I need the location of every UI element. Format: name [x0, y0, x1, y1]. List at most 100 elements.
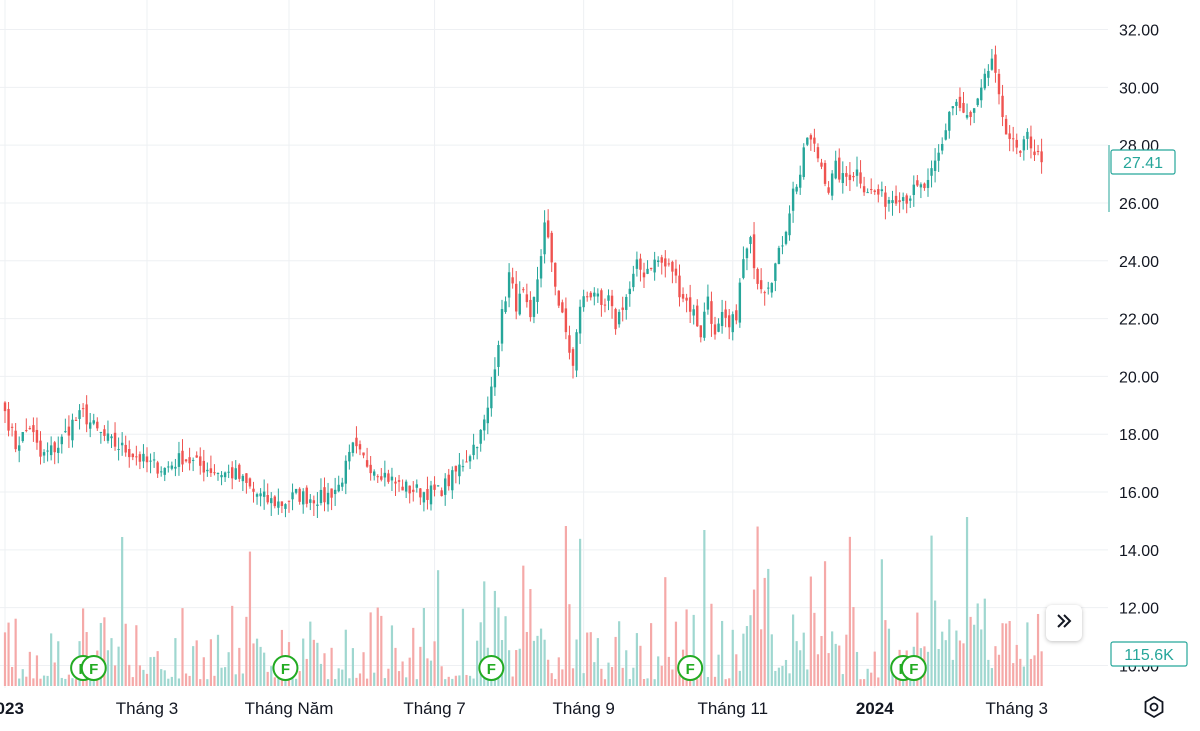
price-axis[interactable]: 10.0012.0014.0016.0018.0020.0022.0024.00…: [1119, 23, 1159, 676]
volume-bar: [635, 633, 638, 686]
volume-bar: [128, 664, 131, 686]
volume-bar: [369, 612, 372, 686]
volume-bar: [401, 661, 404, 686]
candle-body: [848, 174, 852, 181]
candle-body: [504, 301, 507, 313]
event-markers[interactable]: FFFFFFF: [70, 655, 927, 681]
candle-body: [518, 293, 521, 315]
volume-bar: [135, 625, 138, 686]
event-marker[interactable]: F: [478, 655, 505, 681]
candle-body: [941, 143, 944, 151]
volume-bar: [525, 631, 528, 686]
volume-bar: [472, 678, 475, 686]
candle-body: [160, 471, 163, 473]
event-marker-circle: [478, 655, 505, 681]
candle-body: [653, 259, 656, 273]
candle-body: [724, 309, 727, 318]
volume-bar: [351, 648, 354, 686]
volume-bar: [1022, 666, 1025, 686]
candle-body: [89, 422, 92, 429]
candle-body: [909, 198, 912, 201]
time-axis[interactable]: 2023 Tháng 3 Tháng Năm Tháng 7 Tháng 9 Tháng …: [0, 699, 1048, 718]
event-marker-label: F: [686, 661, 695, 678]
event-marker[interactable]: F: [677, 655, 704, 681]
candle-body: [866, 192, 869, 194]
volume-bar: [564, 526, 567, 686]
candle-body: [855, 169, 859, 176]
volume-bar: [170, 676, 173, 686]
candle-body: [546, 220, 550, 238]
candle-body: [78, 410, 81, 419]
candle-body: [976, 98, 979, 106]
volume-bar: [976, 603, 979, 686]
volume-bar: [408, 657, 411, 686]
volume-bar: [511, 676, 514, 686]
volume-bar: [458, 675, 461, 686]
volume-bar: [405, 677, 408, 686]
candle-body: [184, 459, 188, 462]
candle-body: [575, 332, 578, 371]
candle-body: [667, 263, 671, 265]
candle-body: [539, 256, 543, 279]
volume-bar: [529, 589, 532, 686]
candle-body: [493, 369, 497, 388]
volume-bar: [600, 668, 603, 686]
volume-bar: [848, 536, 851, 686]
candle-body: [813, 137, 816, 144]
event-marker[interactable]: F: [80, 655, 107, 681]
volume-bar: [376, 607, 379, 686]
candle-body: [834, 160, 837, 179]
volume-bar: [625, 650, 628, 686]
last-volume-label: 115.6K: [1124, 647, 1174, 664]
volume-bar: [174, 638, 177, 686]
candle-body: [610, 295, 614, 307]
candle-body: [213, 472, 216, 474]
candle-body: [752, 234, 756, 269]
volume-bar: [57, 641, 60, 686]
volume-bar: [7, 622, 10, 686]
candle-body: [128, 449, 131, 458]
volume-bar: [738, 670, 741, 686]
event-marker[interactable]: F: [900, 655, 927, 681]
price-tick-label: 30.00: [1119, 80, 1159, 97]
volume-bar: [855, 651, 859, 686]
volume-bar: [859, 679, 862, 686]
candle-body: [92, 420, 95, 424]
volume-bar: [124, 623, 127, 686]
candle-body: [145, 456, 149, 463]
scroll-to-latest-button[interactable]: [1046, 605, 1082, 641]
candle-body: [930, 168, 933, 176]
volume-bar: [756, 526, 759, 686]
volume-bar: [1033, 655, 1036, 686]
candle-body: [103, 429, 106, 436]
volume-bar: [245, 616, 248, 686]
candle-body: [319, 489, 323, 504]
volume-bar: [60, 677, 63, 686]
candle-body: [713, 324, 717, 335]
price-tick-label: 14.00: [1119, 543, 1159, 560]
candle-body: [997, 73, 1001, 95]
candle-body: [294, 488, 298, 493]
candle-body: [923, 183, 926, 189]
volume-bar: [149, 657, 152, 686]
volume-bar: [121, 536, 124, 686]
volume-bar: [742, 633, 745, 686]
chart-settings-button[interactable]: [1141, 695, 1167, 722]
volume-bar: [731, 629, 734, 686]
candle-body: [81, 408, 85, 410]
volume-bar: [632, 667, 635, 686]
event-marker[interactable]: F: [272, 655, 299, 681]
grid-lines: [0, 0, 1108, 688]
volume-bar: [199, 679, 202, 686]
volume-bar: [926, 651, 930, 686]
candle-body: [674, 268, 678, 276]
volume-bar: [220, 667, 223, 686]
candle-body: [60, 436, 63, 445]
volume-bar: [426, 658, 429, 686]
volume-bar: [35, 655, 39, 686]
price-tick-label: 16.00: [1119, 485, 1159, 502]
volume-bar: [834, 643, 837, 686]
volume-bar: [1029, 658, 1033, 686]
candle-body: [291, 492, 294, 500]
